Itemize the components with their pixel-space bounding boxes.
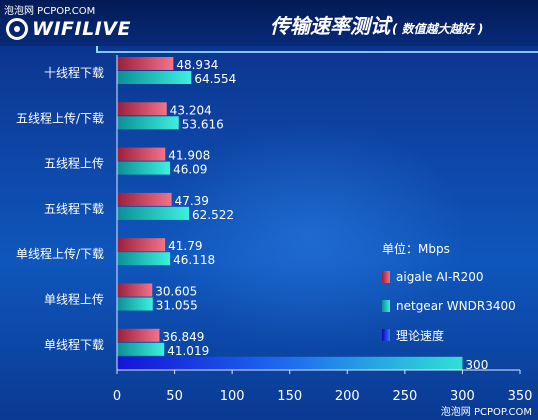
watermark-top: 泡泡网 PCPOP.COM	[4, 6, 96, 17]
category-label: 五线程上传	[44, 156, 104, 171]
chart-legend: 单位：Mbps aigale AI-R200 netgear WNDR3400 …	[382, 240, 516, 354]
category-label: 单线程上传	[44, 292, 104, 307]
legend-swatch-theory	[382, 329, 390, 341]
legend-item-theory: 理论速度	[382, 325, 516, 345]
bar-aigale	[117, 57, 174, 70]
value-label-aigale: 41.908	[168, 149, 210, 163]
value-label-netgear: 53.616	[182, 117, 224, 131]
bar-aigale	[117, 328, 160, 342]
value-label-netgear: 41.019	[167, 344, 209, 358]
value-label-netgear: 46.09	[173, 163, 207, 177]
bar-netgear	[117, 206, 189, 220]
wifilive-logo: WIFILIVE	[6, 14, 131, 44]
category-label: 五线程下载	[44, 201, 104, 216]
value-label-netgear: 64.554	[194, 72, 236, 86]
legend-item-aigale: aigale AI-R200	[382, 267, 516, 287]
bar-aigale	[117, 102, 167, 116]
bar-aigale	[117, 283, 153, 297]
bar-aigale	[117, 192, 172, 206]
x-tick-label: 200	[335, 389, 360, 404]
header-underline-notch	[96, 46, 98, 53]
value-label-aigale: 47.39	[175, 194, 209, 208]
legend-swatch-netgear	[382, 300, 390, 312]
x-tick-label: 350	[508, 389, 533, 404]
value-label-netgear: 62.522	[192, 208, 234, 222]
category-label: 十线程下载	[44, 65, 104, 80]
logo-ring-icon	[6, 18, 28, 40]
legend-swatch-aigale	[382, 271, 390, 283]
x-tick-label: 250	[392, 389, 417, 404]
value-label-aigale: 41.79	[168, 239, 202, 253]
bar-netgear	[117, 161, 171, 175]
x-tick-label: 150	[277, 389, 302, 404]
bar-netgear	[117, 71, 192, 84]
value-label-aigale: 43.204	[170, 103, 212, 117]
header-underline	[96, 51, 538, 53]
legend-label-aigale: aigale AI-R200	[396, 270, 484, 284]
legend-label-theory: 理论速度	[396, 328, 445, 343]
chart-title: 传输速率测试( 数值越大越好 )	[270, 10, 483, 39]
legend-unit: 单位：Mbps	[382, 242, 450, 256]
legend-label-netgear: netgear WNDR3400	[396, 299, 516, 313]
bar-theory	[117, 356, 463, 370]
bar-netgear	[117, 342, 165, 356]
x-tick-label: 300	[450, 389, 475, 404]
bar-netgear	[117, 116, 179, 130]
watermark-bottom: 泡泡网 PCPOP.COM	[440, 407, 532, 418]
value-label-netgear: 31.055	[156, 299, 198, 313]
title-text: 传输速率测试	[270, 14, 390, 38]
bar-aigale	[117, 147, 166, 161]
x-tick-label: 100	[220, 389, 245, 404]
bar-netgear	[117, 297, 153, 311]
chart-subtitle: ( 数值越大越好 )	[392, 22, 484, 36]
category-label: 单线程上传/下载	[16, 246, 104, 261]
x-tick-label: 0	[113, 389, 121, 404]
value-label-netgear: 46.118	[173, 253, 215, 267]
bar-netgear	[117, 252, 171, 266]
legend-item-netgear: netgear WNDR3400	[382, 296, 516, 316]
value-label-aigale: 48.934	[176, 58, 218, 72]
logo-text: WIFILIVE	[32, 18, 131, 40]
value-label-aigale: 30.605	[155, 285, 197, 299]
x-tick-label: 50	[166, 389, 183, 404]
bar-aigale	[117, 238, 166, 252]
background-glow	[150, 120, 470, 350]
category-label: 五线程上传/下载	[16, 110, 104, 125]
value-label-aigale: 36.849	[162, 330, 204, 344]
value-label-theory: 300	[465, 358, 488, 372]
header-bar	[0, 0, 538, 46]
category-label: 单线程下载	[44, 337, 104, 352]
